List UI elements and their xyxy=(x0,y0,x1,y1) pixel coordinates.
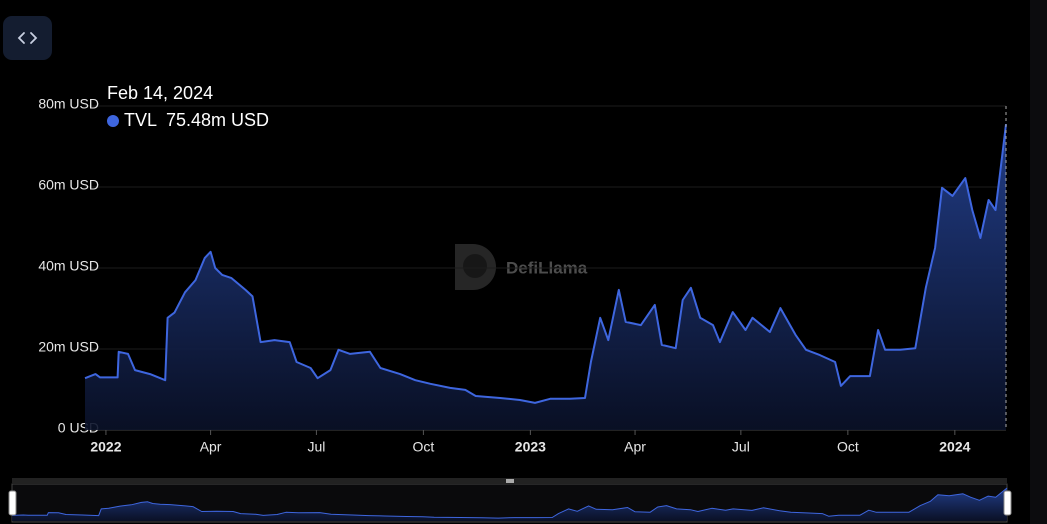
x-tick-label: Jul xyxy=(307,439,325,455)
y-tick-label: 40m USD xyxy=(38,258,99,274)
x-tick-label: Apr xyxy=(200,439,222,455)
x-tick-label: 2024 xyxy=(939,439,970,455)
x-tick-label: Apr xyxy=(624,439,646,455)
scrollbar-track xyxy=(1030,0,1047,524)
x-tick-label: 2022 xyxy=(90,439,121,455)
zoom-handle-left[interactable] xyxy=(8,490,17,516)
zoom-handle-right[interactable] xyxy=(1003,490,1012,516)
watermark: DefiLlama xyxy=(455,244,588,290)
tooltip-date: Feb 14, 2024 xyxy=(107,83,213,103)
x-tick-label: 2023 xyxy=(515,439,546,455)
tooltip-series: TVL xyxy=(124,110,157,130)
embed-button[interactable] xyxy=(3,16,52,60)
x-tick-label: Jul xyxy=(732,439,750,455)
tooltip-value: 75.48m USD xyxy=(166,110,269,130)
embed-button-bg[interactable] xyxy=(3,16,52,60)
zoom-grip[interactable] xyxy=(506,479,514,483)
line xyxy=(11,487,1008,519)
line xyxy=(84,124,1007,404)
area-fill xyxy=(85,124,1006,431)
data-zoom[interactable] xyxy=(8,478,1012,523)
code-icon[interactable] xyxy=(17,32,38,44)
area-fill xyxy=(12,488,1007,521)
tooltip: Feb 14, 2024 TVL 75.48m USD xyxy=(107,83,269,130)
logo-shape xyxy=(455,244,496,290)
tooltip-dot xyxy=(107,115,119,127)
y-tick-label: 80m USD xyxy=(38,96,99,112)
x-tick-label: Oct xyxy=(837,439,859,455)
y-tick-label: 60m USD xyxy=(38,177,99,193)
logo-face xyxy=(463,254,487,278)
x-tick-label: Oct xyxy=(413,439,435,455)
y-tick-label: 20m USD xyxy=(38,339,99,355)
